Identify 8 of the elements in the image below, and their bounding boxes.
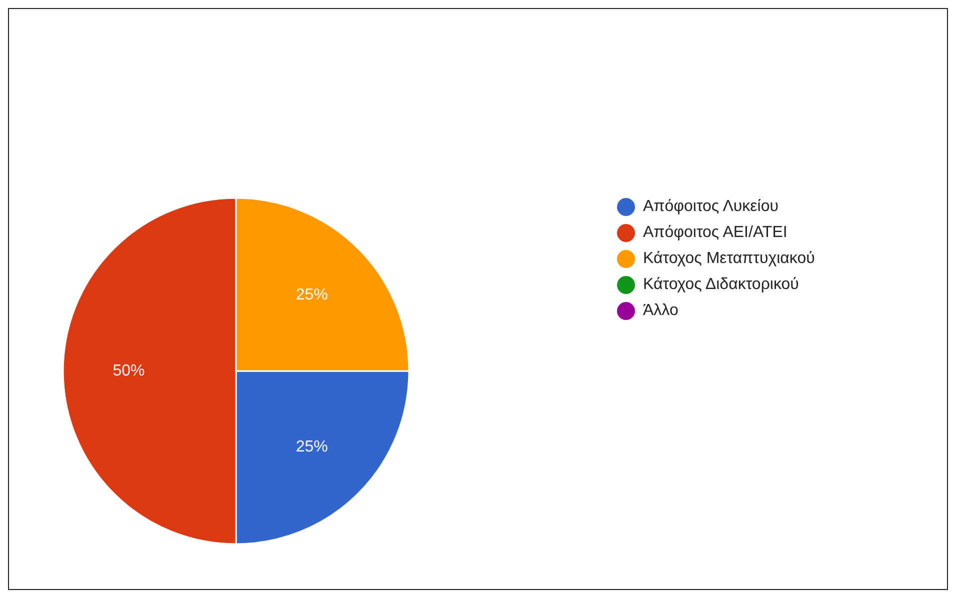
data-label: 25%: [296, 286, 328, 304]
legend-label: Κάτοχος Μεταπτυχιακού: [643, 249, 815, 269]
data-label: 25%: [296, 438, 328, 456]
legend-label: Απόφοιτος ΑΕΙ/ΑΤΕΙ: [643, 223, 788, 243]
data-label: 50%: [112, 362, 145, 380]
legend-label: Άλλο: [643, 301, 678, 321]
legend-label: Απόφοιτος Λυκείου: [643, 197, 778, 217]
legend-label: Κάτοχος Διδακτορικού: [643, 275, 799, 295]
